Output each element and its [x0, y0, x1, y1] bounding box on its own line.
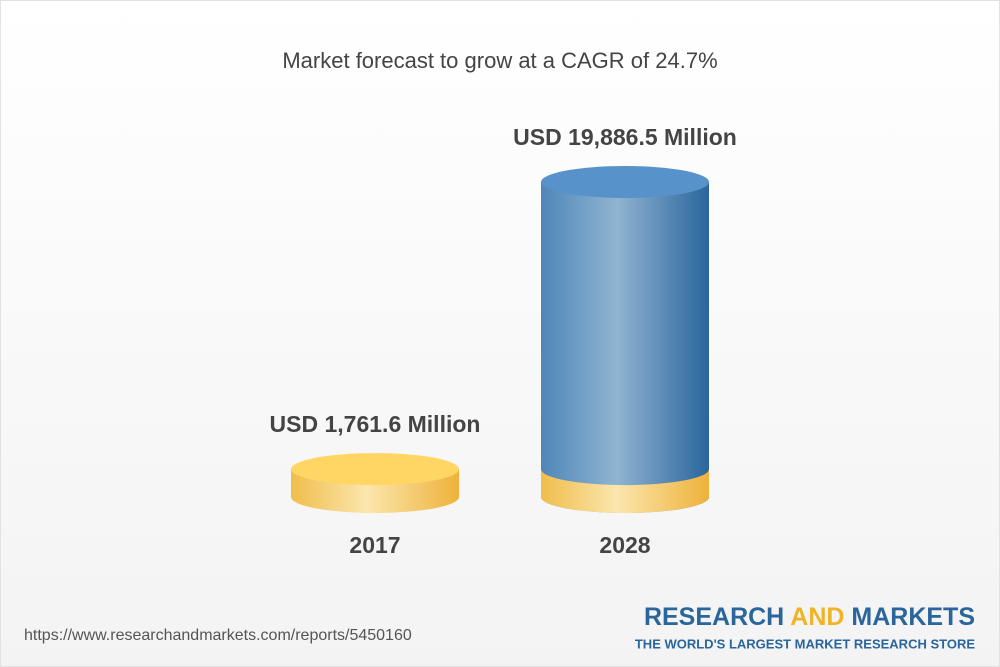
tagline: THE WORLD'S LARGEST MARKET RESEARCH STOR…	[635, 636, 975, 651]
value-label: USD 1,761.6 Million	[270, 411, 481, 437]
chart-title: Market forecast to grow at a CAGR of 24.…	[282, 48, 717, 73]
cylinder-top	[291, 453, 459, 486]
brand: RESEARCH AND MARKETS	[644, 603, 975, 631]
brand-part: RESEARCH	[644, 603, 784, 631]
cylinder-body	[541, 182, 709, 513]
source-url: https://www.researchandmarkets.com/repor…	[24, 627, 412, 644]
cylinder-band	[541, 469, 709, 513]
category-label: 2028	[599, 532, 650, 558]
brand-part: AND	[790, 603, 844, 631]
cylinder-top	[541, 166, 709, 198]
brand-part: MARKETS	[851, 603, 975, 631]
value-label: USD 19,886.5 Million	[513, 124, 737, 150]
category-label: 2017	[349, 532, 400, 558]
plot: USD 1,761.6 Million 2017 USD 19,886.5 Mill…	[270, 124, 737, 558]
